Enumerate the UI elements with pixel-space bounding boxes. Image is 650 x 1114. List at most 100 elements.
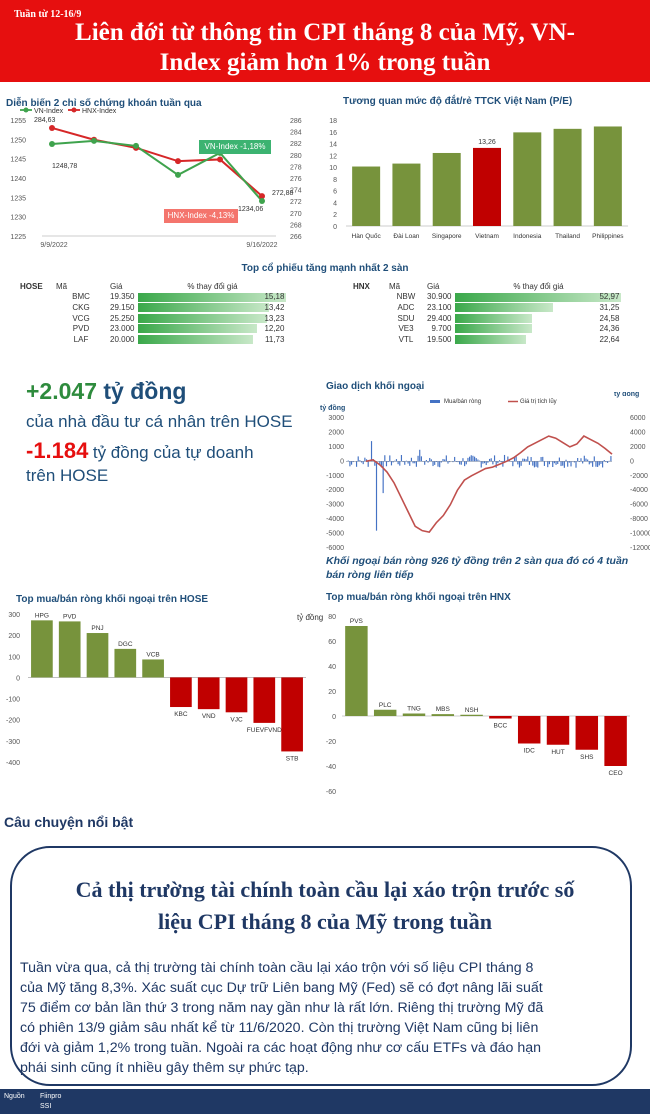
net-flow-bar <box>452 461 454 463</box>
pct-cell: 15,18 <box>136 292 288 303</box>
bar-label: DGC <box>118 641 133 648</box>
pe-tick: 2 <box>333 212 337 219</box>
net-flow-bar <box>482 461 484 464</box>
right-tick: 278 <box>290 164 302 171</box>
net-flow-bar <box>490 458 492 462</box>
foreign-right-tick: -6000 <box>630 502 648 509</box>
story-title-line-1: Cả thị trường tài chính toàn cầu lại xáo… <box>75 877 575 902</box>
spacer-cell <box>18 302 54 313</box>
foreign-left-tick: -6000 <box>326 545 344 552</box>
net-flow-bar <box>595 461 597 467</box>
right-tick: 284 <box>290 130 302 137</box>
net-flow-bar <box>467 457 469 462</box>
net-flow-bar <box>395 459 398 462</box>
source-1: Fiinpro <box>40 1093 62 1100</box>
hose-foreign-chart: 300 200 100 0 -100 -200 -300 -400 HPG PVD PNJ DGC VC… <box>6 612 306 767</box>
bar-label: VND <box>202 713 216 720</box>
net-flow-bar <box>600 461 602 464</box>
net-flow-bar <box>530 457 532 462</box>
hnx-row: VE3 9.700 24,36 <box>351 323 623 334</box>
pe-tick: 0 <box>333 224 337 231</box>
x-label: 9/9/2022 <box>40 242 67 249</box>
story-line: có phiên 13/9 giảm sâu nhất kể từ 11/6/2… <box>20 1020 539 1036</box>
net-flow-bar <box>355 461 358 467</box>
title-line-2: Index giảm hơn 1% trong tuần <box>159 49 491 76</box>
net-flow-bar <box>455 461 457 462</box>
net-flow-bar <box>597 461 599 467</box>
foreign-caption-line-2: bán ròng liên tiếp <box>326 569 414 581</box>
bar-label: MBS <box>436 706 451 713</box>
net-flow-bar <box>502 461 504 467</box>
story-line: đới và giảm 1,2% trong tuần. Ngoài ra cá… <box>20 1040 542 1056</box>
hnx-row: ADC 23.100 31,25 <box>351 302 623 313</box>
bar-tick: -20 <box>326 739 336 746</box>
bar-tick: 80 <box>328 614 336 621</box>
pe-tick: 4 <box>333 200 337 207</box>
vn-point <box>49 141 55 148</box>
foreign-left-tick: -2000 <box>326 487 344 494</box>
net-flow-bar <box>384 455 386 462</box>
bar-tick: 40 <box>328 664 336 671</box>
pe-tick: 14 <box>329 142 337 149</box>
foreign-left-tick: 2000 <box>328 429 344 436</box>
hose-row: LAF 20.000 11,73 <box>18 334 288 345</box>
bar-tng <box>402 713 426 716</box>
net-flow-bar <box>429 457 431 462</box>
pct-value: 31,25 <box>599 302 620 312</box>
pe-category-label: Singapore <box>432 233 462 240</box>
net-flow-bar <box>533 461 536 468</box>
net-flow-bar <box>542 456 544 462</box>
right-tick: 272 <box>290 199 302 206</box>
right-unit: tỷ đồng <box>614 392 639 398</box>
pct-cell: 11,73 <box>136 334 288 345</box>
stock-code: CKG <box>72 302 90 312</box>
pe-highlight-label: 13,26 <box>478 139 496 146</box>
individual-value: +2.047 <box>26 378 97 404</box>
spacer-cell <box>18 313 54 324</box>
net-flow-bar <box>582 461 584 464</box>
net-flow-bar <box>449 461 451 463</box>
pct-value: 11,73 <box>265 334 285 344</box>
vn-point <box>175 171 181 178</box>
net-flow-bar <box>370 441 373 462</box>
foreign-right-tick: 2000 <box>630 444 646 451</box>
vn-point <box>133 142 139 149</box>
story-title-line-2: liệu CPI tháng 8 của Mỹ trong tuần <box>158 909 492 934</box>
bar-pvs <box>345 626 368 716</box>
net-flow-bar <box>437 461 439 467</box>
net-flow-bar <box>412 461 414 464</box>
stock-price: 20.000 <box>110 334 135 344</box>
legend-vn: VN-Index <box>34 108 64 115</box>
pe-bar-hàn-quốc <box>352 166 381 226</box>
net-flow-bar <box>560 461 562 467</box>
source-2: SSI <box>40 1103 52 1110</box>
stock-code: BMC <box>72 292 90 302</box>
net-flow-bar <box>512 461 514 467</box>
bar-label: PVS <box>350 618 364 625</box>
net-flow-bar <box>607 461 609 463</box>
individual-desc: của nhà đầu tư cá nhân trên HOSE <box>26 412 293 431</box>
net-flow-bar <box>407 461 409 464</box>
stock-price: 9.700 <box>431 324 452 334</box>
week-label: Tuần từ 12-16/9 <box>14 9 82 20</box>
net-flow-bar <box>359 460 361 462</box>
net-flow-bar <box>365 459 368 462</box>
hnx-exchange-label: HNX <box>353 281 370 291</box>
pe-bar-vietnam <box>473 147 501 226</box>
foreign-right-tick: -8000 <box>630 516 648 523</box>
net-flow-bar <box>573 461 575 463</box>
net-flow-bar <box>528 461 531 465</box>
net-flow-bar <box>562 461 564 466</box>
net-flow-bar <box>590 461 592 464</box>
net-flow-bar <box>535 461 537 467</box>
net-flow-bar <box>503 454 506 462</box>
bar-hut <box>546 716 570 745</box>
net-flow-bar <box>400 455 403 462</box>
foreign-chart-title: Giao dịch khối ngoại <box>326 381 425 392</box>
pe-bar-indonesia <box>513 132 542 226</box>
vn-point <box>259 197 265 204</box>
pe-bar-đài-loan <box>392 163 421 226</box>
net-flow-bar <box>399 461 401 466</box>
net-flow-bar <box>488 458 491 462</box>
bar-kbc <box>170 677 192 708</box>
